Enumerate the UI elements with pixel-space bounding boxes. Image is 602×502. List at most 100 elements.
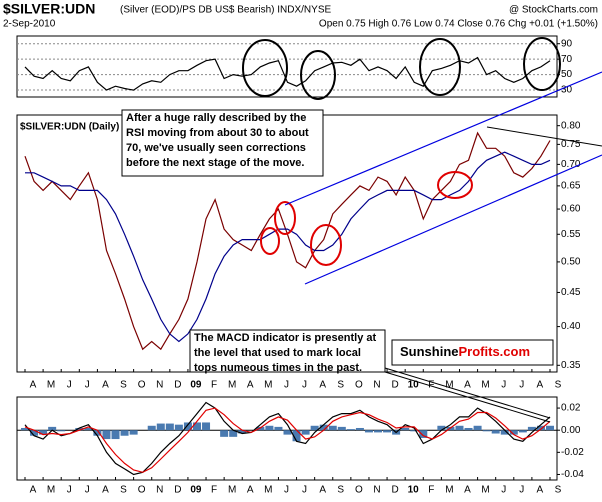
x-tick-label: A: [537, 380, 544, 391]
histogram-bar: [509, 430, 518, 435]
x-tick-label: A: [102, 380, 109, 391]
x-tick-label: 10: [408, 380, 420, 391]
histogram-bar: [220, 430, 229, 437]
annotation: tops numeous times in the past.: [194, 362, 362, 374]
x-tick-label: O: [138, 380, 146, 391]
x-tick-label: J: [85, 485, 90, 496]
annotation: 70, we've usually seen corrections: [126, 142, 306, 154]
histogram-bar: [437, 425, 446, 431]
circle: [260, 227, 280, 255]
x-tick-label: D: [174, 485, 181, 496]
x-tick-label: A: [247, 485, 254, 496]
histogram-bar: [75, 427, 84, 431]
quote: Open 0.75 High 0.76 Low 0.74 Close 0.76 …: [319, 19, 598, 30]
histogram-bar: [57, 430, 66, 432]
annotation: RSI moving from about 30 to about: [126, 127, 309, 139]
histogram-bar: [283, 430, 292, 435]
x-tick-label: A: [30, 380, 37, 391]
logo: SunshineProfits.com: [400, 344, 530, 359]
histogram-bar: [301, 430, 310, 435]
x-tick-label: J: [519, 485, 524, 496]
histogram-bar: [419, 430, 428, 438]
chart-subtitle: (Silver (EOD)/PS DB US$ Bearish) INDX/NY…: [120, 5, 331, 16]
histogram-bar: [147, 425, 156, 431]
histogram-bar: [165, 423, 174, 431]
y-tick-label: 0.80: [561, 120, 581, 131]
histogram-bar: [455, 425, 464, 431]
arrow: [384, 371, 551, 423]
circle: [300, 50, 336, 100]
circle: [242, 39, 288, 97]
x-tick-label: F: [428, 485, 434, 496]
x-tick-label: O: [138, 485, 146, 496]
x-tick-label: O: [355, 380, 363, 391]
x-tick-label: S: [555, 380, 562, 391]
y-tick-label: 30: [561, 85, 573, 96]
x-tick-label: D: [391, 485, 398, 496]
histogram-bar: [156, 423, 165, 431]
x-tick-label: A: [30, 485, 37, 496]
circle: [310, 224, 342, 266]
x-tick-label: 09: [190, 380, 202, 391]
histogram-bar: [129, 430, 138, 435]
x-tick-label: A: [247, 380, 254, 391]
x-tick-label: J: [85, 380, 90, 391]
x-tick-label: J: [284, 380, 289, 391]
x-tick-label: A: [464, 380, 471, 391]
histogram-bar: [546, 425, 554, 431]
y-tick-label: 90: [561, 38, 573, 49]
histogram-bar: [328, 425, 337, 431]
rsi-circles: [242, 37, 561, 100]
series-line: [24, 56, 551, 91]
histogram-bar: [464, 427, 473, 431]
x-tick-label: 10: [408, 485, 420, 496]
histogram-bar: [120, 430, 129, 436]
x-tick-label: M: [481, 485, 489, 496]
histogram-bar: [319, 424, 328, 431]
y-tick-label: 0.40: [561, 321, 581, 332]
y-tick-label: 0.75: [561, 139, 581, 150]
histogram-bar: [410, 430, 419, 432]
y-tick-label: 0.35: [561, 360, 581, 371]
annotation: the level that used to mark local: [194, 347, 361, 359]
y-tick-label: -0.04: [561, 469, 584, 480]
x-tick-label: M: [264, 485, 272, 496]
histogram-bar: [202, 422, 211, 431]
x-tick-label: F: [211, 485, 217, 496]
histogram-bar: [491, 430, 500, 434]
histogram-bar: [292, 430, 301, 442]
y-tick-label: 0.00: [561, 425, 581, 436]
circle: [523, 37, 561, 91]
series-line: [25, 151, 551, 343]
histogram-bar: [265, 425, 274, 431]
y-tick-label: 0.45: [561, 287, 581, 298]
histogram-bar: [536, 425, 545, 431]
histogram-bar: [473, 425, 482, 431]
annotation-box: [121, 109, 324, 177]
x-tick-label: F: [211, 380, 217, 391]
circle: [419, 38, 461, 96]
x-tick-label: M: [47, 485, 55, 496]
x-tick-label: A: [102, 485, 109, 496]
x-tick-label: 09: [190, 485, 202, 496]
histogram-bar: [374, 430, 383, 433]
histogram-bar: [48, 426, 57, 431]
circle: [274, 201, 296, 235]
date: 2-Sep-2010: [3, 19, 56, 30]
histogram-bar: [500, 430, 509, 435]
histogram-bar: [337, 426, 346, 431]
x-tick-label: S: [120, 380, 127, 391]
y-tick-label: 70: [561, 54, 573, 65]
x-tick-label: A: [319, 380, 326, 391]
histogram-bar: [183, 422, 192, 431]
series-line: [24, 401, 551, 476]
y-tick-label: 0.65: [561, 180, 581, 191]
x-tick-label: J: [519, 380, 524, 391]
x-tick-label: J: [284, 485, 289, 496]
channel-lower: [304, 154, 602, 285]
circle: [437, 171, 473, 199]
logo-box: [391, 339, 554, 366]
histogram-bar: [93, 430, 102, 436]
histogram-bar: [364, 430, 373, 433]
histogram-bar: [111, 430, 120, 440]
